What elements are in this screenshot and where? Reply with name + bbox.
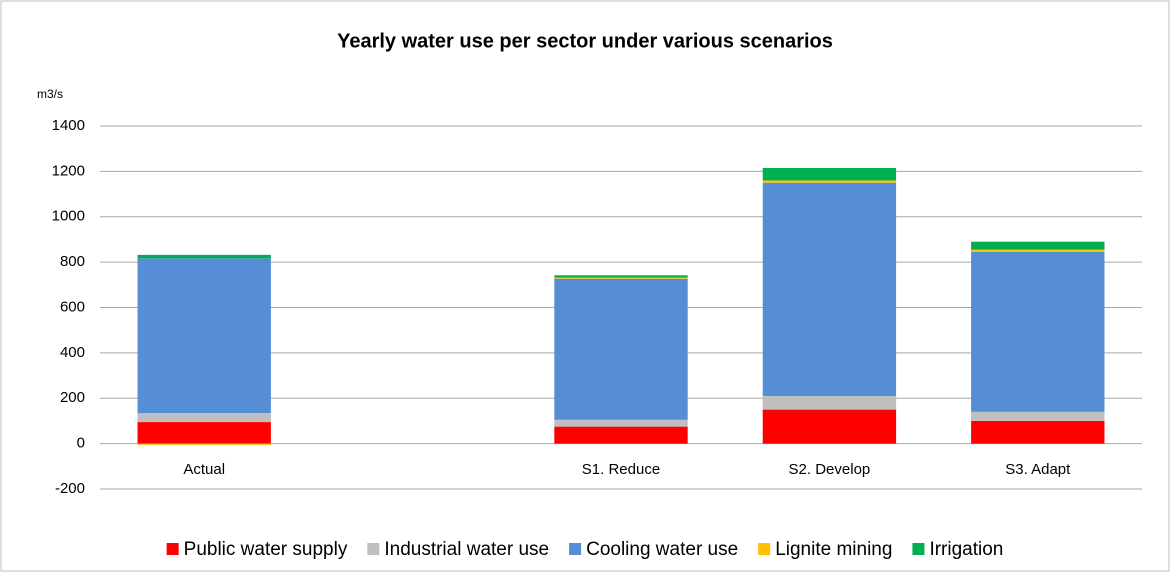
bar-segment <box>971 420 1105 444</box>
x-tick-label: S3. Adapt <box>1005 461 1071 478</box>
y-tick-label: 1200 <box>52 162 85 179</box>
legend-swatch <box>758 543 771 555</box>
legend-swatch <box>166 543 179 555</box>
bar-segment <box>137 254 271 259</box>
bar-segment <box>971 241 1105 250</box>
legend-label: Cooling water use <box>586 539 738 560</box>
y-tick-label: 1400 <box>52 117 85 134</box>
y-tick-label: 0 <box>77 435 85 452</box>
legend-swatch <box>367 543 380 555</box>
legend-swatch <box>569 543 582 555</box>
bar-segment <box>554 277 688 279</box>
y-tick-label: 800 <box>60 253 85 270</box>
y-tick-label: 400 <box>60 344 85 361</box>
y-tick-label: 200 <box>60 389 85 406</box>
bar-segment <box>137 412 271 423</box>
bar-segment <box>762 409 897 444</box>
legend-swatch <box>912 543 925 555</box>
y-tick-label: 1000 <box>52 208 85 225</box>
bar-segment <box>137 422 271 444</box>
bar-segment <box>137 443 271 445</box>
y-axis-label: m3/s <box>37 87 63 101</box>
bar-segment <box>762 167 897 181</box>
bar-segment <box>971 411 1105 421</box>
legend-label: Public water supply <box>184 539 348 560</box>
y-tick-label: -200 <box>55 480 85 497</box>
legend-label: Lignite mining <box>775 539 892 560</box>
bar-segment <box>554 275 688 278</box>
legend-label: Industrial water use <box>384 539 549 560</box>
bar-segment <box>762 395 897 410</box>
bar-segment <box>554 419 688 427</box>
chart-title: Yearly water use per sector under variou… <box>337 30 833 52</box>
x-tick-label: Actual <box>183 461 225 478</box>
bar-segment <box>971 251 1105 412</box>
y-tick-label: 600 <box>60 298 85 315</box>
bar-segment <box>554 278 688 420</box>
bar-segment <box>762 180 897 183</box>
x-tick-label: S1. Reduce <box>582 461 660 478</box>
x-tick-label: S2. Develop <box>789 461 871 478</box>
bar-segment <box>762 182 897 396</box>
legend-label: Irrigation <box>929 539 1003 560</box>
bar-segment <box>971 249 1105 252</box>
bar-segment <box>137 258 271 413</box>
bar-segment <box>554 426 688 444</box>
